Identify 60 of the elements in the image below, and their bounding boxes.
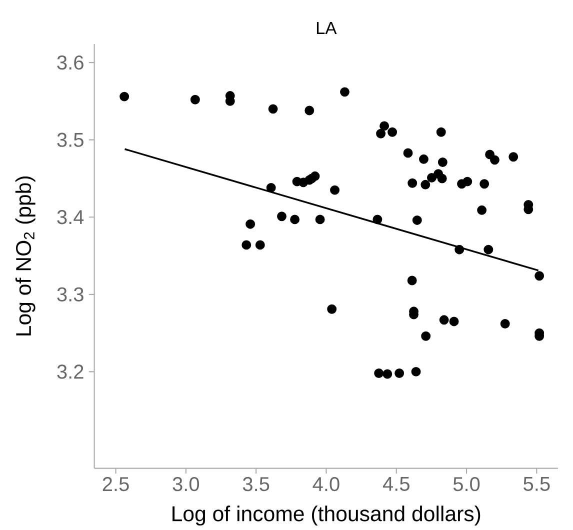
point <box>255 240 265 250</box>
point <box>421 331 431 341</box>
point <box>242 240 252 250</box>
x-axis-title: Log of income (thousand dollars) <box>172 506 480 526</box>
y-tick-label: 3.5 <box>57 132 84 147</box>
point <box>508 152 518 162</box>
x-tick-label: 4.0 <box>312 477 340 492</box>
point <box>420 180 430 190</box>
x-tick-label: 2.5 <box>102 477 129 492</box>
point <box>394 368 404 378</box>
point <box>310 171 320 181</box>
point <box>290 214 300 224</box>
y-tick-label: 3.4 <box>57 210 84 224</box>
chart-title: LA <box>316 22 337 34</box>
point <box>439 315 449 325</box>
point <box>340 87 350 97</box>
point <box>266 183 276 192</box>
point <box>437 174 447 184</box>
point <box>376 128 386 138</box>
y-axis-title: Log of NO$_{2}$ (ppb) <box>15 176 36 336</box>
point <box>374 368 384 378</box>
y-tick-label: 3.2 <box>57 364 84 379</box>
point <box>462 176 472 186</box>
x-tick-label: 5.5 <box>524 477 550 491</box>
point <box>315 214 325 224</box>
point <box>418 154 428 164</box>
point <box>490 155 500 165</box>
y-tick-label: 3.3 <box>57 287 84 302</box>
y-tick-label: 3.6 <box>57 55 84 70</box>
point <box>268 104 278 114</box>
point <box>426 172 436 182</box>
point <box>477 205 487 215</box>
point <box>246 219 256 229</box>
point <box>411 366 421 376</box>
point <box>380 121 390 131</box>
point <box>403 148 413 158</box>
x-tick-label: 3.0 <box>172 477 200 492</box>
point <box>372 214 382 224</box>
point <box>407 276 417 286</box>
point <box>190 94 200 104</box>
point <box>480 179 490 189</box>
point <box>484 244 494 254</box>
x-tick-label: 5.0 <box>453 477 480 492</box>
point <box>304 106 314 116</box>
point <box>327 304 337 314</box>
x-tick-label: 3.5 <box>242 477 270 492</box>
point <box>436 127 446 137</box>
point <box>388 127 398 137</box>
point <box>277 212 286 222</box>
point <box>412 215 422 225</box>
point <box>120 92 130 102</box>
point <box>500 319 510 329</box>
point <box>534 271 544 281</box>
point <box>330 185 340 195</box>
point <box>449 316 459 326</box>
x-tick-label: 4.5 <box>382 477 410 491</box>
point <box>438 158 448 167</box>
point <box>454 244 464 254</box>
point <box>382 369 392 379</box>
point <box>408 178 418 188</box>
